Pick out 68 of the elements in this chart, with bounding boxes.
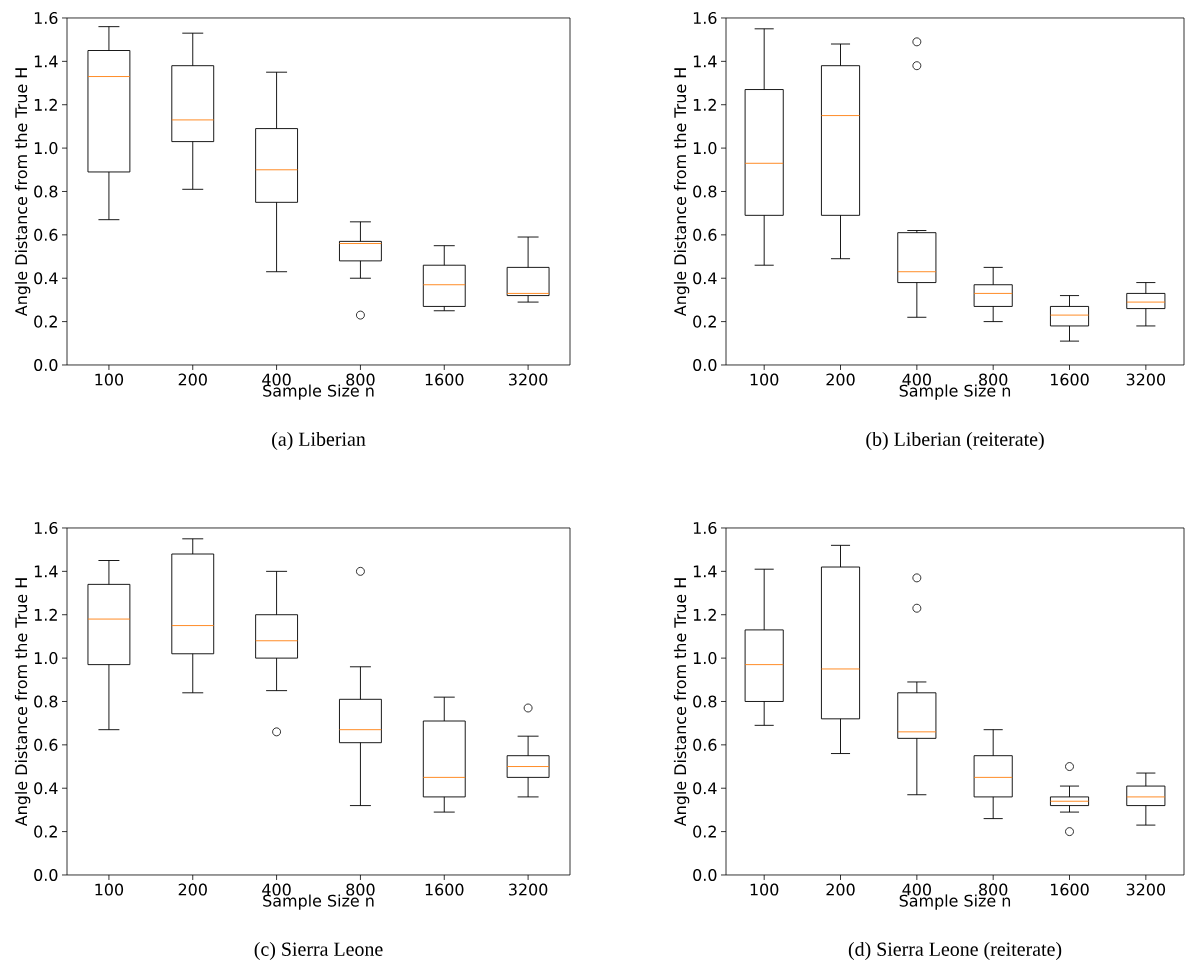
x-tick-label: 400 — [262, 373, 291, 386]
y-tick-label: 0.2 — [34, 825, 57, 838]
y-tick-label: 1.2 — [693, 608, 716, 621]
y-tick-label: 1.6 — [34, 11, 58, 24]
y-tick-label: 1.4 — [693, 565, 717, 578]
y-tick-label: 0.4 — [34, 272, 58, 285]
y-tick-label: 0.0 — [34, 358, 58, 371]
y-tick-label: 1.2 — [34, 98, 57, 111]
x-tick-label: 800 — [346, 373, 375, 386]
y-tick-label: 1.0 — [693, 652, 717, 665]
y-tick-label: 1.4 — [34, 55, 58, 68]
y-tick-label: 0.0 — [693, 868, 717, 882]
text: (b) Liberian (reiterate) — [866, 431, 1044, 450]
x-tick-label: 100 — [750, 373, 779, 386]
y-axis-title: Angle Distance from the True H — [673, 68, 690, 317]
y-tick-label: 0.4 — [693, 782, 717, 795]
y-tick-label: 0.0 — [693, 358, 717, 371]
text: (c) Sierra Leone — [254, 941, 383, 960]
x-tick-label: 400 — [262, 883, 291, 896]
y-tick-label: 1.4 — [693, 55, 717, 68]
x-tick-label: 400 — [902, 373, 931, 386]
y-tick-label: 1.2 — [34, 608, 57, 621]
y-tick-label: 0.0 — [34, 868, 58, 882]
y-tick-label: 0.2 — [34, 315, 57, 328]
x-tick-label: 200 — [826, 373, 855, 386]
x-tick-label: 1600 — [1050, 373, 1089, 386]
y-tick-label: 1.6 — [34, 521, 58, 534]
x-tick-label: 100 — [750, 883, 779, 896]
y-tick-label: 0.8 — [693, 185, 717, 198]
x-tick-label: 800 — [979, 373, 1008, 386]
x-tick-label: 400 — [902, 883, 931, 896]
y-tick-label: 1.0 — [34, 142, 58, 155]
text: (a) Liberian — [272, 431, 366, 450]
x-tick-label: 1600 — [425, 373, 464, 386]
text: (d) Sierra Leone (reiterate) — [848, 941, 1062, 960]
y-tick-label: 0.2 — [693, 315, 716, 328]
x-tick-label: 800 — [346, 883, 375, 896]
y-tick-label: 1.0 — [693, 142, 717, 155]
y-axis-title: Angle Distance from the True H — [14, 578, 31, 827]
y-tick-label: 1.0 — [34, 652, 58, 665]
y-tick-label: 0.8 — [34, 185, 58, 198]
y-tick-label: 1.4 — [34, 565, 58, 578]
x-tick-label: 1600 — [1050, 883, 1089, 896]
x-tick-label: 800 — [979, 883, 1008, 896]
x-tick-label: 100 — [95, 883, 124, 896]
x-tick-label: 200 — [178, 883, 207, 896]
x-tick-label: 3200 — [509, 373, 548, 386]
y-axis-title: Angle Distance from the True H — [673, 578, 690, 827]
y-tick-label: 1.2 — [693, 98, 716, 111]
y-tick-label: 0.8 — [693, 695, 717, 708]
x-tick-label: 200 — [178, 373, 207, 386]
x-tick-label: 3200 — [1126, 373, 1166, 386]
y-tick-label: 0.8 — [34, 695, 58, 708]
y-tick-label: 0.6 — [693, 738, 717, 751]
x-tick-label: 3200 — [509, 883, 548, 896]
y-tick-label: 0.6 — [34, 228, 58, 241]
x-tick-label: 100 — [95, 373, 124, 386]
x-tick-label: 3200 — [1126, 883, 1166, 896]
y-axis-title: Angle Distance from the True H — [14, 68, 31, 317]
y-tick-label: 0.6 — [693, 228, 717, 241]
y-tick-label: 0.4 — [34, 782, 58, 795]
y-tick-label: 1.6 — [693, 11, 717, 24]
y-tick-label: 0.2 — [693, 825, 716, 838]
x-tick-label: 1600 — [425, 883, 464, 896]
x-tick-label: 200 — [826, 883, 855, 896]
y-tick-label: 1.6 — [693, 521, 717, 534]
y-tick-label: 0.6 — [34, 738, 58, 751]
y-tick-label: 0.4 — [693, 272, 717, 285]
